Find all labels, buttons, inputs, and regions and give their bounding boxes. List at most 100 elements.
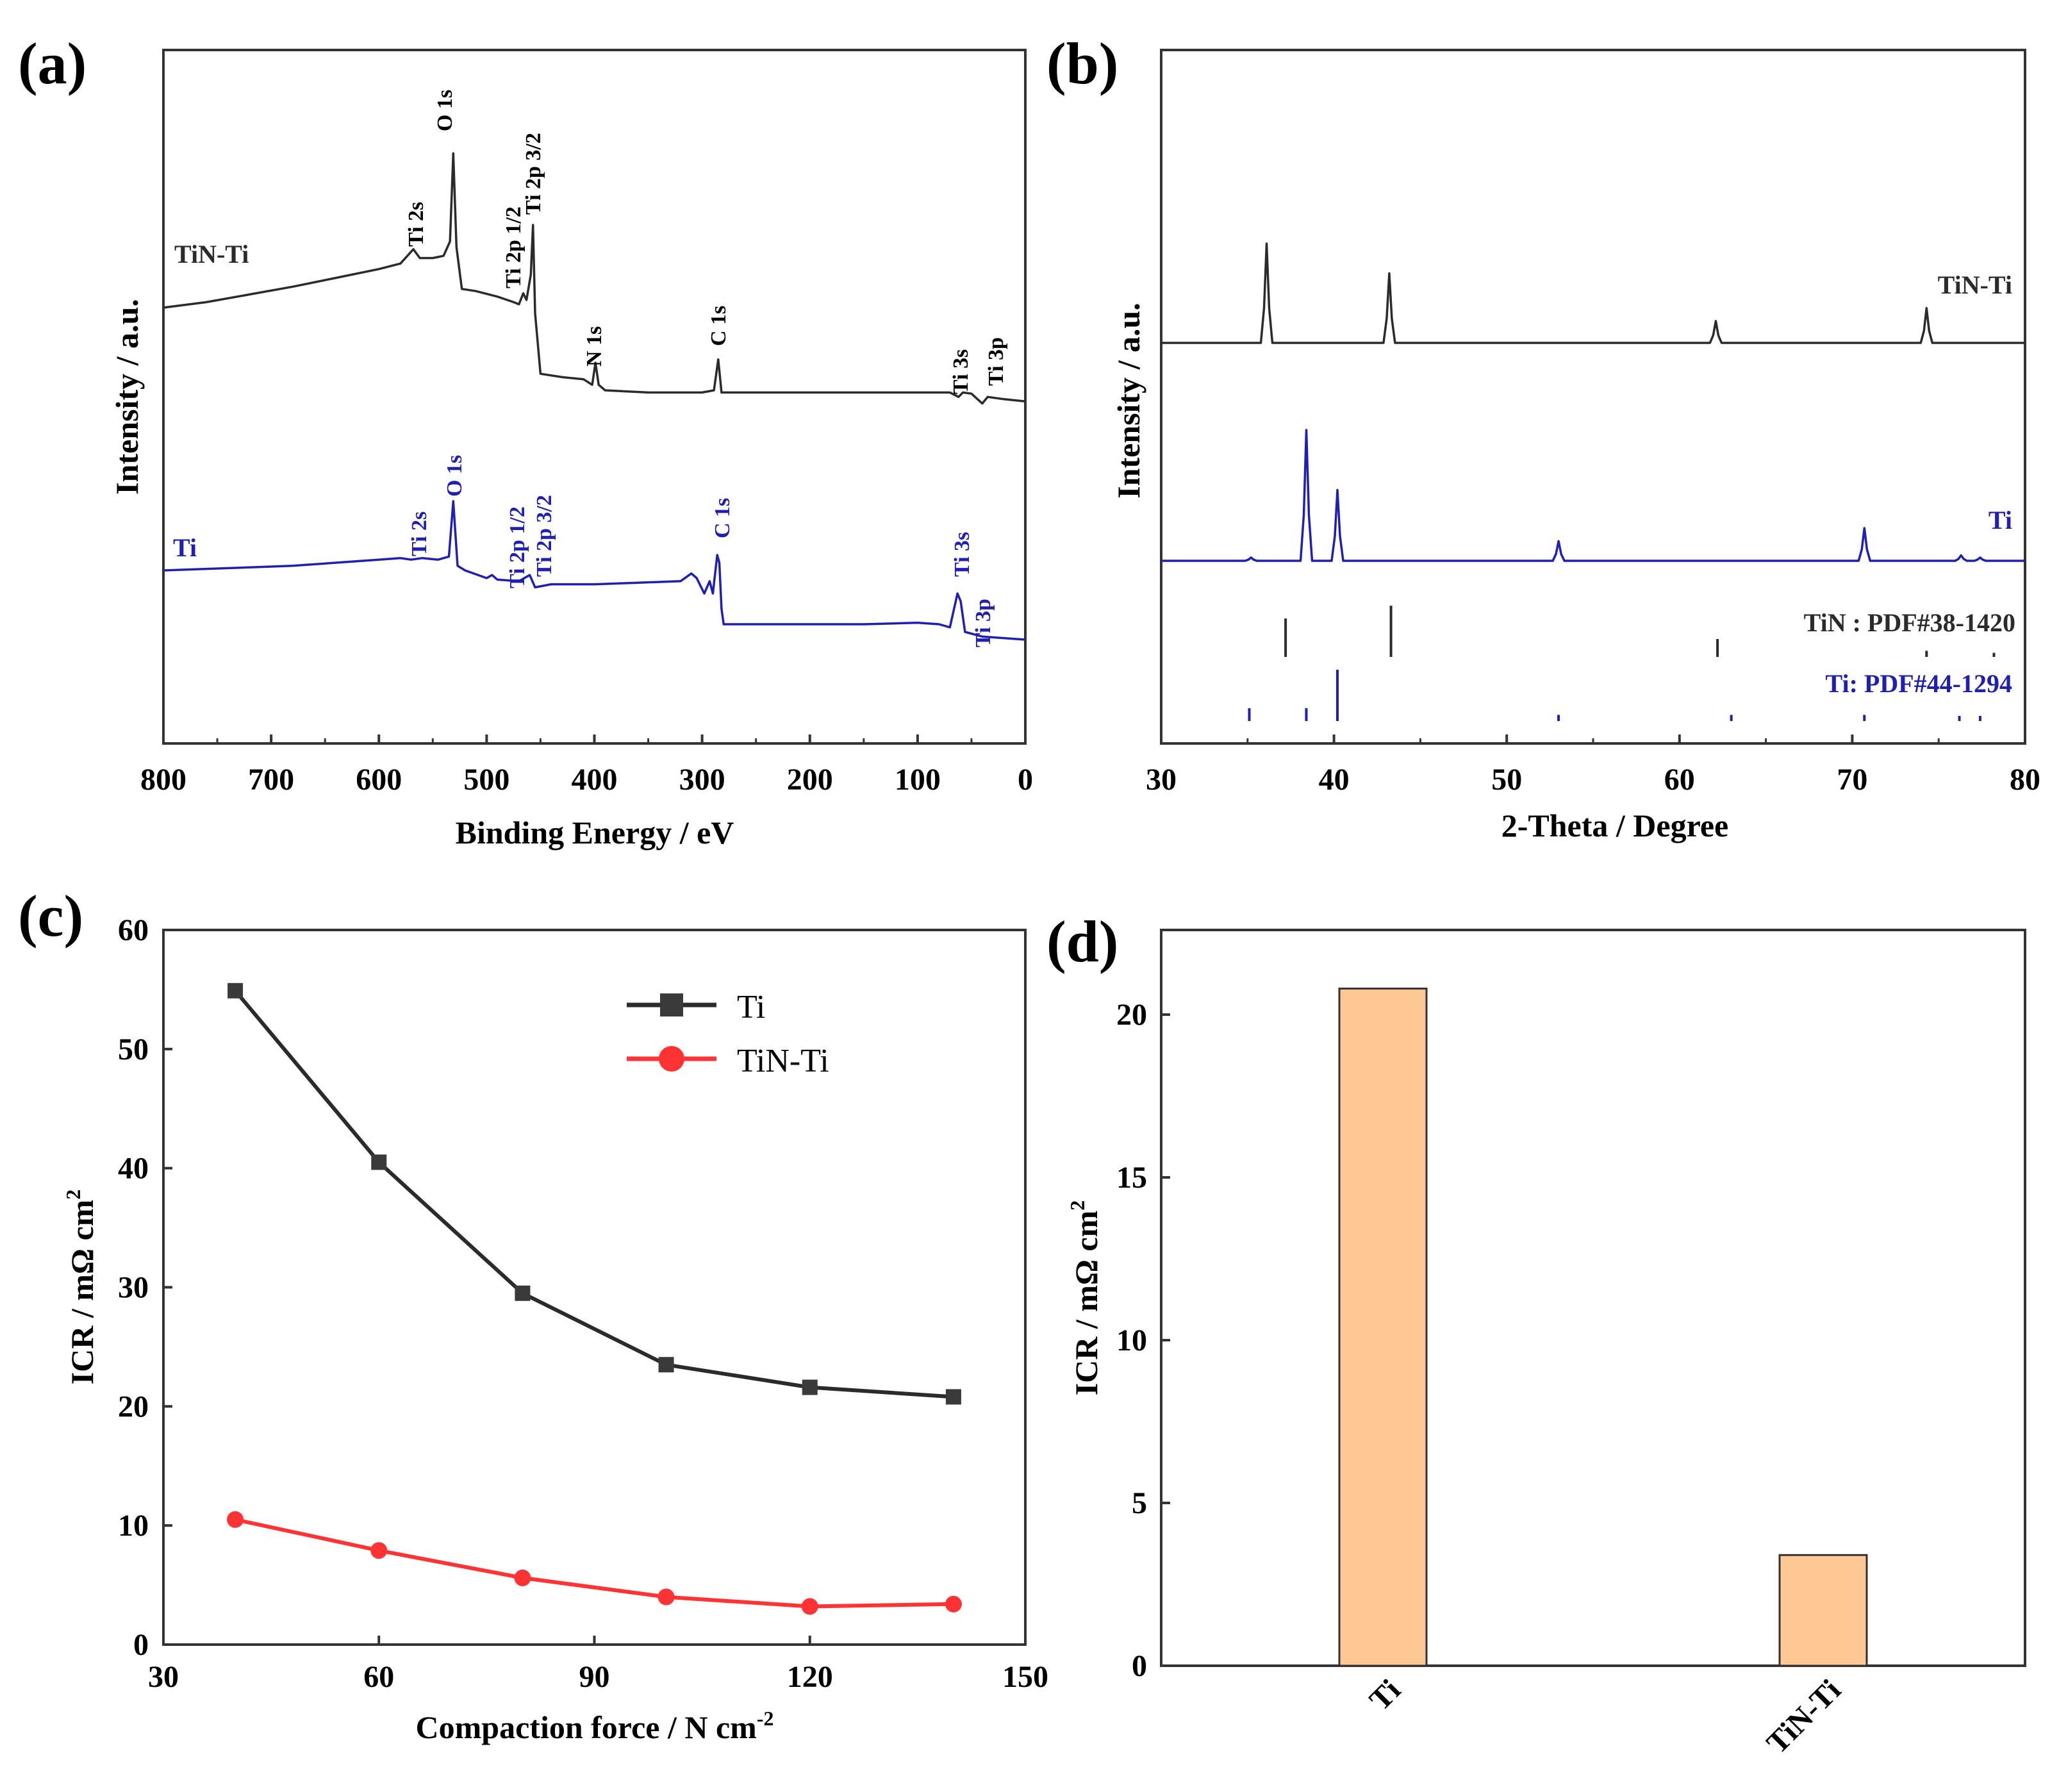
panel-a: (a) 800 700 600 500 400 300 200 100 0 O 1s Ti 2s… [18, 31, 1033, 850]
x-tick-label: 200 [787, 763, 833, 797]
peak-label-ti2s-ti: Ti 2s [408, 511, 431, 556]
y-tick-label: 10 [1116, 1323, 1147, 1357]
x-tick-label: TiN-Ti [1760, 1673, 1848, 1760]
y-tick-label: 5 [1132, 1486, 1147, 1520]
x-tick-label: 700 [248, 763, 294, 797]
series-line-tin-ti [235, 1517, 954, 1609]
data-point-ti [515, 1285, 531, 1301]
panel-c-x-axis-title-sup: -2 [757, 1707, 774, 1730]
panel-c-y-axis-title-sup: 2 [62, 1190, 85, 1200]
y-tick-label: 15 [1116, 1161, 1147, 1195]
panel-b-y-axis-title: Intensity / a.u. [1111, 303, 1146, 499]
x-tick-label: 40 [1319, 763, 1350, 797]
series-line-ti [1161, 429, 2025, 562]
legend-label-ti: Ti [737, 989, 765, 1025]
x-tick-label: 30 [148, 1660, 179, 1694]
panel-a-peak-labels: O 1s Ti 2s Ti 2p 1/2 Ti 2p 3/2 N 1s C 1s… [404, 90, 1008, 647]
x-tick-label: 800 [140, 763, 186, 797]
x-tick-label: 0 [1018, 763, 1033, 797]
panel-a-plot [163, 152, 1026, 641]
data-point-tin-ti [945, 1595, 962, 1613]
panel-b-ref-label-tin: TiN : PDF#38-1420 [1804, 608, 2015, 637]
panel-a-series-label-ti: Ti [173, 533, 197, 562]
panel-a-series-label-tin-ti: TiN-Ti [174, 240, 249, 269]
x-tick-label: 150 [1002, 1660, 1048, 1694]
panel-b-plot [1161, 242, 2025, 562]
panel-d: (d) 0 5 10 15 20 Ti TiN-Ti ICR / mΩ cm2 [1046, 909, 2026, 1761]
peak-label-ti2p12-ti: Ti 2p 1/2 [506, 506, 529, 588]
series-line-ti [163, 500, 1026, 641]
legend-label-tin-ti: TiN-Ti [737, 1043, 829, 1079]
panel-c-label: (c) [18, 883, 83, 949]
x-tick-label: 90 [579, 1660, 610, 1694]
x-tick-label: 400 [572, 763, 618, 797]
y-tick-label: 40 [118, 1152, 149, 1186]
peak-label-c1s-tin: C 1s [707, 306, 731, 346]
panel-d-label: (d) [1046, 909, 1118, 974]
data-point-ti [802, 1379, 818, 1395]
panel-c-frame [162, 929, 1027, 1646]
peak-label-ti2p32-tin: Ti 2p 3/2 [522, 133, 545, 215]
panel-a-x-axis-title: Binding Energy / eV [456, 815, 734, 850]
data-point-tin-ti [801, 1598, 818, 1615]
panel-a-x-ticks: 800 700 600 500 400 300 200 100 0 [140, 734, 1033, 797]
peak-label-ti3p-tin: Ti 3p [984, 337, 1008, 386]
y-tick-label: 30 [118, 1271, 149, 1305]
peak-label-ti2p32-ti: Ti 2p 3/2 [533, 495, 556, 577]
legend-marker-tin-ti [659, 1046, 684, 1072]
panel-a-label: (a) [18, 31, 87, 96]
panel-b-label: (b) [1046, 31, 1118, 96]
panel-d-y-axis-title-main: ICR / mΩ cm [1068, 1211, 1104, 1396]
panel-c-legend: Ti TiN-Ti [627, 989, 829, 1079]
peak-label-ti3p-ti: Ti 3p [972, 599, 995, 647]
panel-c-x-axis-title-main: Compaction force / N cm [416, 1709, 757, 1745]
peak-label-n1s-tin: N 1s [583, 326, 606, 367]
legend-marker-ti [660, 993, 683, 1016]
panel-b-series-label-tin-ti: TiN-Ti [1938, 270, 2012, 299]
data-point-ti [945, 1389, 961, 1405]
series-line-ti [233, 989, 954, 1399]
panel-b-x-ticks: 30 40 50 60 70 80 [1146, 734, 2040, 797]
y-tick-label: 0 [1132, 1649, 1147, 1683]
x-tick-label: 60 [1664, 763, 1695, 797]
y-tick-label: 20 [1116, 998, 1147, 1032]
data-point-tin-ti [514, 1569, 531, 1586]
panel-a-y-axis-title: Intensity / a.u. [109, 299, 145, 495]
data-point-ti [371, 1154, 387, 1170]
peak-label-ti3s-tin: Ti 3s [949, 349, 973, 394]
panel-c-ticks: 30 60 90 120 150 0 10 20 30 40 50 60 [118, 913, 1048, 1694]
data-point-tin-ti [227, 1511, 244, 1528]
data-point-tin-ti [657, 1588, 675, 1605]
peak-label-ti3s-ti: Ti 3s [950, 532, 974, 577]
x-tick-label: 70 [1837, 763, 1867, 797]
panel-c-y-axis-title-main: ICR / mΩ cm [64, 1200, 100, 1385]
y-tick-label: 50 [118, 1033, 149, 1066]
panel-b-frame [1160, 49, 2026, 745]
bar-tin-ti [1778, 1554, 1868, 1667]
y-tick-label: 20 [118, 1390, 149, 1423]
panel-d-y-axis-title-sup: 2 [1066, 1200, 1089, 1211]
x-tick-label: 100 [895, 763, 941, 797]
panel-b: (b) 30 40 50 60 70 80 TiN-Ti Ti TiN : PDF#38-… [1046, 31, 2040, 843]
panel-a-frame [162, 49, 1027, 745]
panel-b-ref-label-ti: Ti: PDF#44-1294 [1826, 669, 2012, 698]
y-tick-label: 0 [133, 1628, 149, 1662]
panel-c-plot [227, 983, 962, 1615]
series-line-tin-ti [1161, 242, 2025, 344]
data-point-ti [227, 983, 244, 999]
panel-c-x-axis-title: Compaction force / N cm-2 [416, 1707, 774, 1745]
x-tick-label: 60 [363, 1660, 394, 1694]
peak-label-ti2p12-tin: Ti 2p 1/2 [502, 206, 525, 288]
data-point-tin-ti [370, 1542, 388, 1559]
y-tick-label: 60 [118, 913, 149, 947]
panel-d-plot [1338, 987, 1868, 1667]
peak-label-o1s-tin: O 1s [433, 90, 457, 131]
panel-d-frame [1160, 929, 2026, 1667]
x-tick-label: 30 [1146, 763, 1177, 797]
x-tick-label: 80 [2010, 763, 2040, 797]
panel-c-y-axis-title: ICR / mΩ cm2 [62, 1190, 100, 1385]
x-tick-label: Ti [1363, 1673, 1407, 1717]
data-point-ti [658, 1357, 674, 1373]
x-tick-label: 600 [356, 763, 402, 797]
